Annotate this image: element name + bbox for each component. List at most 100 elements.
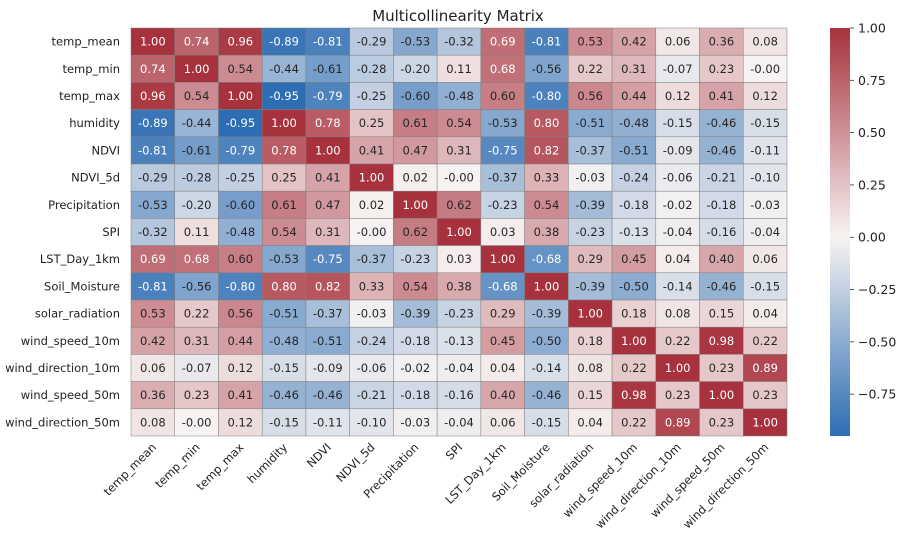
cell-value-label: -0.09 bbox=[663, 143, 693, 157]
heatmap-cell bbox=[130, 408, 175, 437]
y-tick-label: NDVI bbox=[91, 143, 120, 157]
heatmap-cell bbox=[611, 190, 657, 219]
cell-value-label: -0.04 bbox=[444, 415, 474, 429]
heatmap-cell bbox=[611, 54, 657, 83]
heatmap-cell bbox=[261, 272, 307, 301]
heatmap-cell bbox=[349, 136, 394, 165]
heatmap-cell bbox=[261, 136, 307, 165]
heatmap-cell bbox=[524, 245, 569, 274]
heatmap-cell bbox=[174, 245, 219, 274]
heatmap-cell bbox=[655, 136, 700, 165]
heatmap-cell bbox=[436, 218, 482, 246]
heatmap-cell bbox=[611, 381, 657, 410]
heatmap-cell bbox=[218, 326, 263, 355]
heatmap-cell bbox=[699, 245, 744, 274]
heatmap-cell bbox=[174, 27, 219, 56]
heatmap-cell bbox=[655, 82, 700, 110]
cell-value-label: -0.50 bbox=[532, 334, 562, 348]
x-tick-label: wind_direction_10m bbox=[593, 440, 684, 531]
cell-value-label: 0.56 bbox=[228, 307, 254, 321]
heatmap-cell bbox=[568, 381, 613, 410]
heatmap-cell bbox=[436, 54, 482, 83]
cell-value-label: 1.00 bbox=[271, 116, 297, 130]
x-tick-label: wind_speed_10m bbox=[560, 440, 640, 520]
cell-value-label: 0.36 bbox=[709, 35, 735, 49]
y-tick-label: temp_max bbox=[59, 89, 120, 103]
heatmap-cell bbox=[524, 136, 569, 165]
cell-value-label: -0.37 bbox=[488, 171, 518, 185]
x-tick-label: NDVI_5d bbox=[333, 440, 377, 484]
cell-value-label: 0.11 bbox=[446, 62, 472, 76]
cell-value-label: -0.46 bbox=[532, 388, 562, 402]
heatmap-cell bbox=[130, 299, 175, 328]
cell-value-label: -0.15 bbox=[750, 279, 780, 293]
cell-value-label: 1.00 bbox=[752, 415, 778, 429]
cell-value-label: 0.06 bbox=[490, 415, 516, 429]
heatmap-cell bbox=[436, 109, 482, 138]
cell-value-label: -0.39 bbox=[532, 307, 562, 321]
cell-value-label: 0.22 bbox=[577, 62, 603, 76]
cell-value-label: 1.00 bbox=[577, 307, 603, 321]
cell-value-label: 1.00 bbox=[402, 198, 428, 212]
cell-value-label: -0.81 bbox=[138, 143, 168, 157]
heatmap-cell bbox=[480, 190, 525, 219]
cell-value-label: 0.40 bbox=[490, 388, 516, 402]
heatmap-cell bbox=[699, 54, 744, 83]
heatmap-cell bbox=[699, 27, 744, 56]
y-tick-label: wind_speed_10m bbox=[21, 334, 120, 348]
cell-value-label: -0.15 bbox=[750, 116, 780, 130]
cell-value-label: 0.68 bbox=[490, 62, 516, 76]
cell-value-label: 0.56 bbox=[577, 89, 603, 103]
heatmap-cell bbox=[699, 326, 744, 355]
cell-value-label: -0.89 bbox=[138, 116, 168, 130]
cell-value-label: -0.51 bbox=[313, 334, 343, 348]
cell-value-label: -0.24 bbox=[619, 171, 649, 185]
cell-value-label: -0.60 bbox=[400, 89, 430, 103]
cell-value-label: 0.15 bbox=[577, 388, 603, 402]
cell-value-label: 1.00 bbox=[228, 89, 254, 103]
cell-value-label: 0.22 bbox=[184, 307, 210, 321]
heatmap-cell bbox=[349, 82, 394, 110]
heatmap-cell bbox=[524, 163, 569, 192]
heatmap-cell bbox=[218, 245, 263, 274]
cell-value-label: -0.11 bbox=[750, 143, 780, 157]
heatmap-cell bbox=[349, 408, 394, 437]
heatmap-cell bbox=[568, 326, 613, 355]
cell-value-label: 0.80 bbox=[271, 279, 297, 293]
heatmap-cell bbox=[218, 218, 263, 246]
heatmap-cell bbox=[699, 299, 744, 328]
cell-value-label: -0.18 bbox=[619, 198, 649, 212]
heatmap-cell bbox=[436, 326, 482, 355]
heatmap-cell bbox=[218, 272, 263, 301]
cell-value-label: 0.54 bbox=[402, 279, 428, 293]
cell-value-label: 0.62 bbox=[446, 198, 472, 212]
heatmap-cell bbox=[218, 27, 263, 56]
colorbar-tick-label: 0.75 bbox=[858, 73, 886, 88]
heatmap-cell bbox=[218, 408, 263, 437]
cell-value-label: -0.14 bbox=[532, 361, 562, 375]
cell-value-label: 0.96 bbox=[140, 89, 166, 103]
y-tick-label: temp_min bbox=[62, 62, 120, 76]
cell-value-label: 0.47 bbox=[315, 198, 341, 212]
heatmap-cell bbox=[436, 245, 482, 274]
heatmap-cell bbox=[611, 136, 657, 165]
heatmap-cell bbox=[393, 136, 438, 165]
cell-value-label: -0.51 bbox=[619, 143, 649, 157]
chart-title: Multicollinearity Matrix bbox=[372, 7, 544, 25]
heatmap-cell bbox=[699, 218, 744, 246]
cell-value-label: -0.03 bbox=[750, 198, 780, 212]
heatmap-cell bbox=[655, 354, 700, 382]
cell-value-label: -0.06 bbox=[357, 361, 387, 375]
heatmap-cell bbox=[218, 54, 263, 83]
y-axis-tick-labels: temp_mean temp_min temp_max humidity NDVI NDV… bbox=[5, 35, 120, 430]
cell-value-label: -0.50 bbox=[619, 279, 649, 293]
heatmap-cell bbox=[743, 218, 788, 246]
cell-value-label: 0.04 bbox=[577, 415, 603, 429]
cell-value-label: 0.54 bbox=[271, 225, 297, 239]
cell-value-label: 0.22 bbox=[621, 415, 647, 429]
cell-value-label: -0.56 bbox=[532, 62, 562, 76]
heatmap-cell bbox=[655, 190, 700, 219]
cell-value-label: -0.46 bbox=[269, 388, 299, 402]
cell-value-label: -0.21 bbox=[357, 388, 387, 402]
